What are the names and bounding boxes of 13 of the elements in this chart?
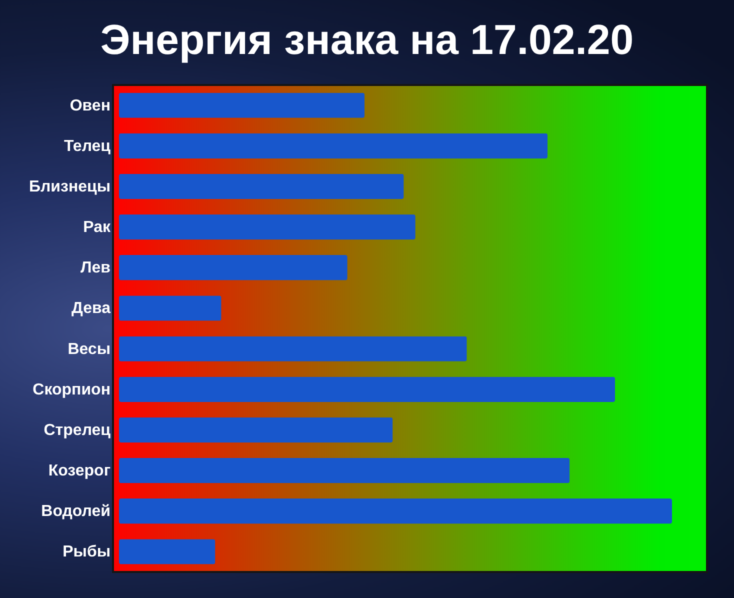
y-tick-label: Рыбы (62, 544, 110, 561)
y-tick-label: Дева (71, 300, 111, 318)
y-tick-label: Козерог (48, 462, 111, 480)
y-tick-label: Рак (83, 219, 112, 236)
y-tick-label: Скорпион (32, 381, 110, 398)
y-tick-label: Водолей (41, 503, 110, 520)
y-tick-label: Овен (70, 97, 110, 114)
y-tick-label: Лев (80, 260, 111, 277)
y-tick-label: Стрелец (44, 422, 111, 439)
chart-title: Энергия знака на 17.02.20 (100, 16, 634, 63)
y-tick-label: Весы (68, 340, 110, 358)
y-tick-label: Телец (64, 138, 111, 155)
y-tick-label: Близнецы (28, 178, 110, 196)
